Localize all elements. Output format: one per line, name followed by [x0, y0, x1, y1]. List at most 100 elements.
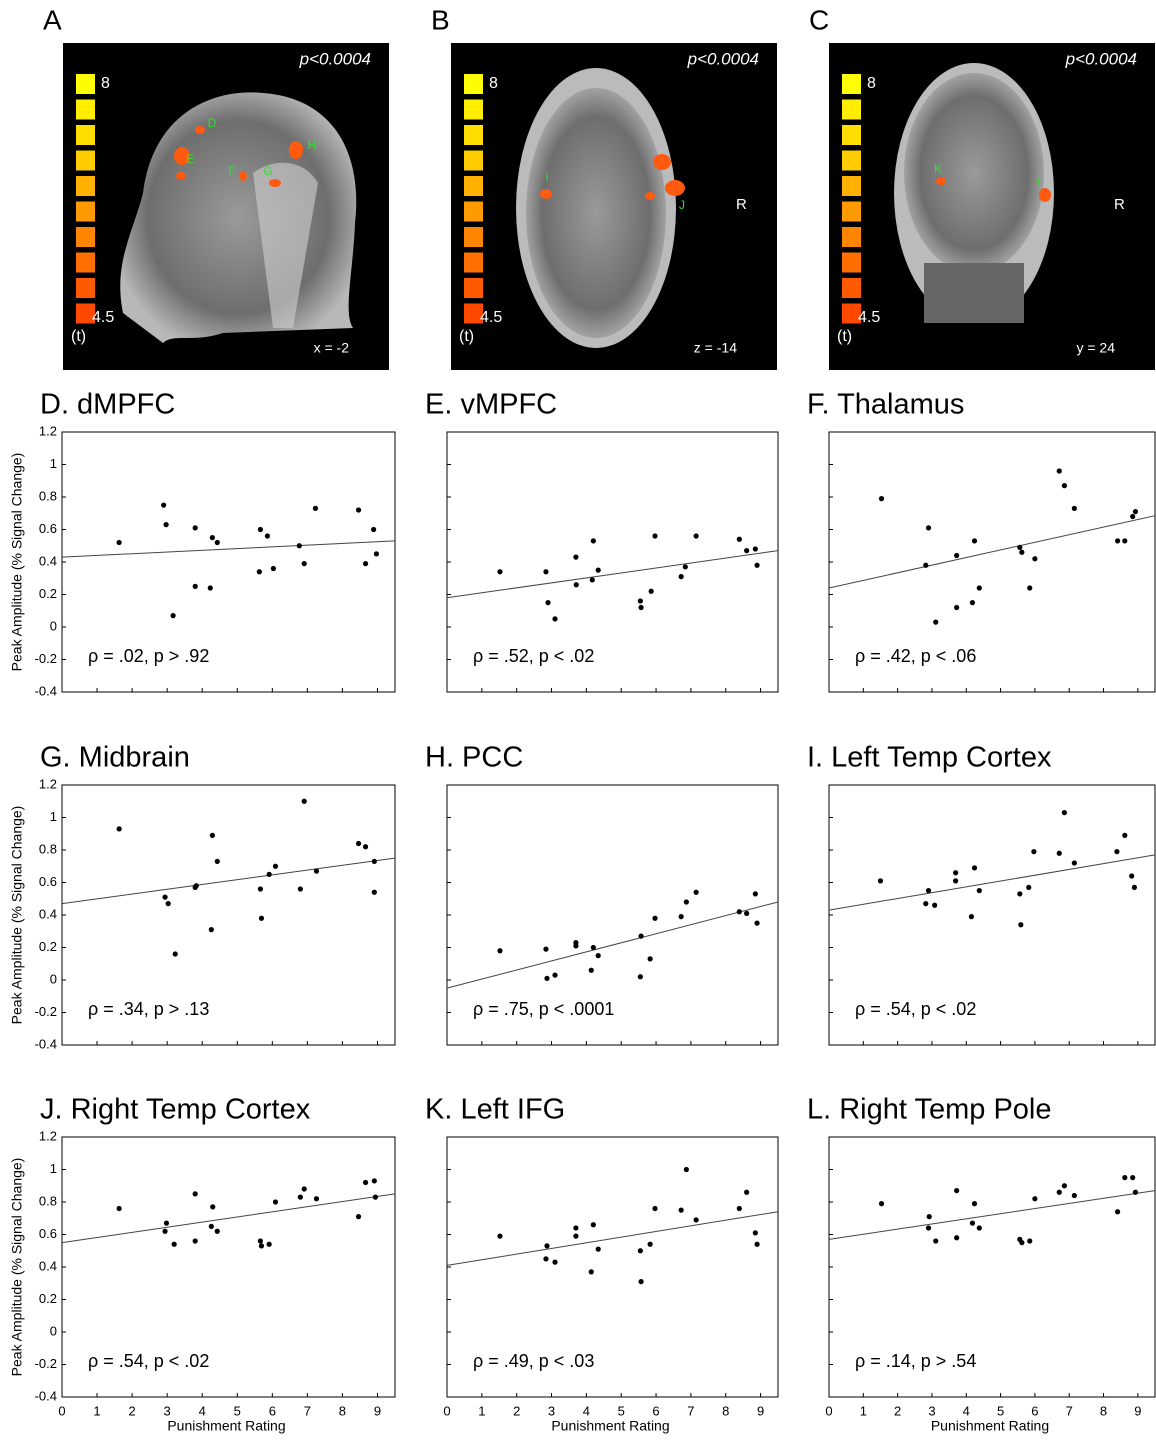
data-point: [1122, 1175, 1128, 1181]
x-tick-label: 0: [58, 1403, 65, 1418]
activation-blob: [174, 147, 190, 165]
slice-coordinate: z = -14: [694, 340, 737, 356]
y-axis-label: Peak Amplitude (% Signal Change): [9, 453, 25, 672]
y-tick-label: 0: [50, 971, 57, 986]
chart-title: H. PCC: [425, 742, 523, 774]
y-tick-label: 0: [50, 1323, 57, 1338]
colorbar-min: 4.5: [92, 309, 114, 326]
data-point: [923, 901, 929, 907]
data-point: [207, 585, 213, 591]
data-point: [923, 562, 929, 568]
y-tick-label: 0.2: [39, 1291, 57, 1306]
y-tick-label: 0.6: [39, 1226, 57, 1241]
fit-line: [61, 857, 396, 905]
stat-annotation: ρ = .02, p > .92: [88, 646, 209, 666]
x-tick-label: 9: [374, 1403, 381, 1418]
data-point: [637, 598, 643, 604]
data-point: [1129, 873, 1135, 879]
colorbar-cell: [842, 99, 861, 120]
data-point: [552, 972, 558, 978]
data-point: [544, 975, 550, 981]
data-point: [1114, 1209, 1121, 1215]
fit-line: [446, 901, 779, 989]
colorbar-cell: [76, 303, 95, 324]
data-point: [969, 1220, 976, 1226]
y-tick-label: -0.4: [35, 1388, 57, 1403]
data-point: [954, 604, 960, 611]
x-tick-label: 8: [339, 1403, 346, 1418]
brain-axial: [526, 88, 666, 338]
data-point: [736, 909, 742, 915]
data-point: [933, 619, 939, 625]
colorbar-cell: [76, 125, 95, 145]
chart-title: L. Right Temp Pole: [807, 1094, 1052, 1126]
data-point: [1131, 884, 1138, 890]
scatter-chart: L. Right Temp Pole 0 1 2 3 4 5 6 7 8 9 ρ = .14, p >…: [807, 1094, 1156, 1434]
data-point: [208, 927, 214, 933]
data-point: [752, 546, 758, 552]
fit-line: [828, 1190, 1156, 1240]
data-point: [162, 1228, 168, 1234]
data-point: [163, 1220, 170, 1226]
data-point: [1031, 849, 1037, 855]
data-point: [497, 948, 503, 954]
data-point: [163, 522, 169, 528]
data-point: [976, 1225, 982, 1231]
data-point: [209, 832, 215, 838]
data-point: [736, 536, 742, 542]
panel-label: B: [431, 4, 450, 35]
x-tick-label: 2: [128, 1403, 135, 1418]
activation-blob: [936, 177, 946, 185]
data-point: [752, 891, 758, 897]
colorbar-unit: (t): [459, 328, 474, 345]
data-point: [552, 1259, 558, 1265]
activation-blob: [653, 154, 671, 170]
x-tick-label: 4: [963, 1403, 970, 1418]
scatter-chart: I. Left Temp Cortex ρ = .54, p < .02: [807, 742, 1156, 1046]
data-point: [1027, 1238, 1033, 1244]
data-point: [371, 526, 377, 533]
y-tick-label: 1: [50, 456, 57, 471]
data-point: [1056, 1189, 1062, 1195]
region-marker: J: [679, 198, 685, 212]
colorbar-cell: [842, 201, 861, 222]
side-marker: R: [1114, 196, 1125, 213]
colorbar-cell: [842, 176, 861, 196]
x-axis-label: Punishment Rating: [551, 1418, 669, 1434]
data-point: [595, 567, 601, 573]
y-tick-label: 1.2: [39, 423, 57, 438]
data-point: [162, 894, 168, 900]
data-point: [1122, 832, 1128, 838]
data-point: [573, 1233, 579, 1239]
colorbar-cell: [76, 252, 95, 273]
data-point: [301, 1186, 307, 1192]
fit-line: [446, 1211, 779, 1266]
x-tick-label: 3: [164, 1403, 171, 1418]
chart-title: I. Left Temp Cortex: [807, 742, 1052, 774]
data-point: [693, 1217, 699, 1223]
data-point: [878, 1201, 885, 1207]
scatter-chart: E. vMPFC ρ = .52, p < .02: [425, 389, 779, 693]
colorbar-cell: [76, 201, 95, 222]
data-point: [1122, 538, 1128, 544]
scatter-chart: H. PCC ρ = .75, p < .0001: [425, 742, 779, 1046]
data-point: [313, 868, 320, 874]
data-point: [1132, 1189, 1139, 1195]
brain-panel: C K Lp<0.0004 8 4.5 (t) y = 24 R: [809, 4, 1155, 370]
brain-panel: B I Jp<0.0004 8 4.5 (t) z = -14 R: [431, 4, 777, 370]
colorbar-cell: [842, 74, 861, 94]
data-point: [170, 613, 176, 619]
x-tick-label: 8: [722, 1403, 729, 1418]
colorbar-min: 4.5: [858, 309, 880, 326]
data-point: [301, 561, 307, 567]
data-point: [678, 574, 684, 580]
activation-blob: [540, 189, 552, 199]
data-point: [272, 1199, 279, 1205]
x-tick-label: 2: [894, 1403, 901, 1418]
region-marker: H: [308, 138, 317, 152]
x-tick-label: 0: [443, 1403, 450, 1418]
colorbar-unit: (t): [71, 328, 86, 345]
data-point: [573, 943, 579, 949]
threshold-label: p<0.0004: [687, 49, 759, 68]
region-marker: I: [545, 170, 548, 184]
